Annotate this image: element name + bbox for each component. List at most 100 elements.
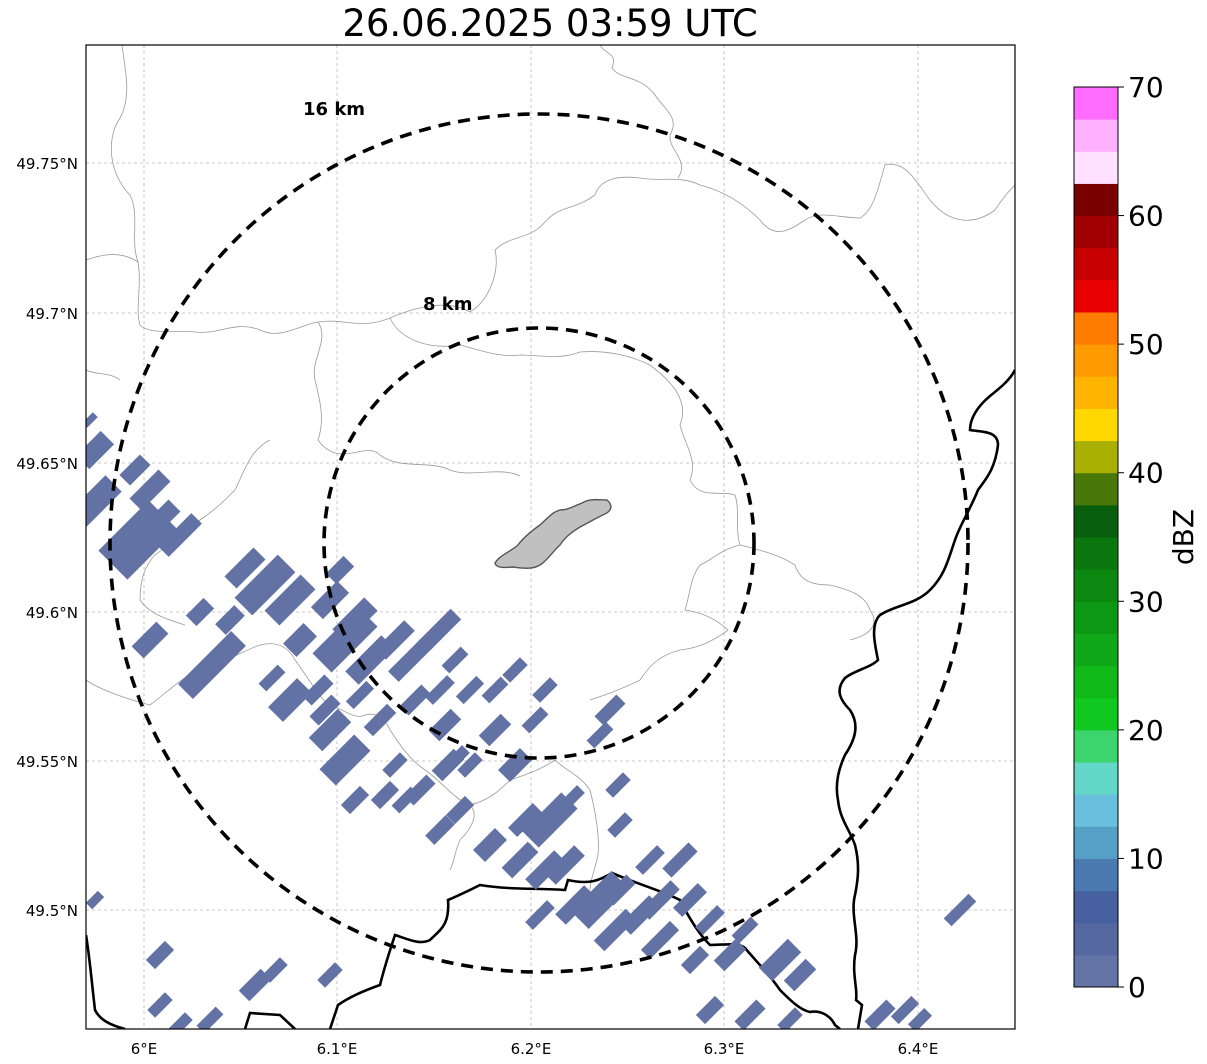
map-title: 26.06.2025 03:59 UTC xyxy=(342,2,758,45)
colorbar-tick-label: 0 xyxy=(1128,971,1146,1004)
colorbar: 0 10 20 30 40 50 60 70 dBZ xyxy=(1073,71,1200,1004)
radar-echo-cell xyxy=(555,885,595,925)
radar-echo-cell xyxy=(196,1006,224,1029)
radar-echo-cell xyxy=(425,675,455,705)
lat-tick-label: 49.5°N xyxy=(26,902,78,920)
radar-echo-cell xyxy=(445,795,475,825)
colorbar-tick-label: 70 xyxy=(1128,71,1164,104)
radar-echo-cell xyxy=(545,845,585,885)
radar-echo-cell xyxy=(473,828,507,862)
lat-tick-label: 49.75°N xyxy=(16,155,78,173)
lon-tick-label: 6.1°E xyxy=(317,1040,358,1058)
radar-echo-cell xyxy=(943,893,977,927)
range-ring-8km xyxy=(322,326,756,760)
colorbar-segment xyxy=(1074,569,1118,602)
radar-echo-cell xyxy=(258,664,286,692)
radar-echo-cell xyxy=(571,871,629,929)
radar-echo-cell xyxy=(340,785,370,815)
range-ring-16km xyxy=(108,112,970,974)
radar-echo-cell xyxy=(605,772,631,798)
radar-echo-cell xyxy=(391,786,419,814)
radar-echo-cell xyxy=(370,780,400,810)
colorbar-tick-label: 20 xyxy=(1128,714,1164,747)
radar-echo-cell xyxy=(673,883,707,917)
radar-echo-cell xyxy=(864,999,896,1029)
radar-echo-cell xyxy=(498,748,532,782)
radar-echo-cell xyxy=(147,992,173,1018)
radar-echo-cell xyxy=(139,499,181,541)
radar-echo-cell xyxy=(234,554,296,616)
radar-echo-cell xyxy=(86,890,105,910)
colorbar-segment xyxy=(1074,922,1118,956)
colorbar-segment xyxy=(1074,279,1118,313)
radar-echo-cell xyxy=(185,597,215,627)
colorbar-tick-label: 60 xyxy=(1128,200,1164,233)
colorbar-segment xyxy=(1074,504,1118,538)
radar-echo-cell xyxy=(418,608,462,652)
radar-echo-cell xyxy=(635,845,665,875)
colorbar-segment xyxy=(1074,537,1118,570)
admin-boundaries xyxy=(86,45,1015,891)
colorbar-segment xyxy=(1074,826,1118,859)
lat-axis: 49.75°N 49.7°N 49.65°N 49.6°N 49.55°N 49… xyxy=(16,155,78,920)
radar-echo-cell xyxy=(129,469,171,511)
colorbar-segment xyxy=(1074,890,1118,924)
radar-echo-cell xyxy=(375,620,415,660)
lat-tick-label: 49.55°N xyxy=(16,753,78,771)
radar-echo-cell xyxy=(158,513,202,557)
radar-echo-cell xyxy=(224,547,266,589)
ring-label-8km: 8 km xyxy=(423,294,473,315)
radar-echo-cell xyxy=(264,574,316,626)
radar-echo-cell xyxy=(594,694,626,726)
radar-echo-cell xyxy=(310,580,350,620)
radar-echo-cell xyxy=(215,605,245,635)
radar-echo-cell xyxy=(481,676,509,704)
radar-echo-cell xyxy=(268,678,312,722)
colorbar-segment xyxy=(1074,762,1118,795)
colorbar-segment xyxy=(1074,344,1118,377)
colorbar-segment xyxy=(1074,729,1118,763)
radar-echo-cell xyxy=(363,703,397,737)
radar-echo-cell xyxy=(178,631,246,699)
radar-echo-cell xyxy=(425,815,455,845)
colorbar-segment xyxy=(1074,247,1118,281)
radar-echo-cell xyxy=(86,412,98,428)
colorbar-segment xyxy=(1074,215,1118,249)
radar-echo-cell xyxy=(262,957,288,983)
radar-echo-cell xyxy=(308,708,352,752)
radar-echo-cell xyxy=(440,745,470,775)
radar-echo-cell xyxy=(907,1007,933,1029)
radar-echo-cell xyxy=(713,938,747,972)
lon-tick-label: 6°E xyxy=(131,1040,158,1058)
colorbar-segment xyxy=(1074,183,1118,217)
colorbar-frame xyxy=(1073,86,1119,988)
radar-echo-cell xyxy=(640,920,680,960)
radar-echo-cell xyxy=(309,694,341,726)
radar-echo-cell xyxy=(457,752,483,778)
radar-echo-cell xyxy=(119,454,151,486)
colorbar-segment xyxy=(1074,376,1118,409)
radar-echo-cell xyxy=(345,680,375,710)
radar-echo-cell xyxy=(758,938,802,982)
radar-echo-cell xyxy=(502,657,528,683)
colorbar-segment xyxy=(1074,697,1118,731)
radar-echo-cell xyxy=(662,842,698,878)
colorbar-segment xyxy=(1074,151,1118,184)
colorbar-segment xyxy=(1074,440,1118,474)
radar-echo-cell xyxy=(455,675,485,705)
radar-echo-cell xyxy=(167,1012,193,1029)
radar-echo-cell xyxy=(783,958,817,992)
radar-echo-cell xyxy=(382,752,408,778)
lon-tick-label: 6.2°E xyxy=(511,1040,552,1058)
radar-echo-cell xyxy=(131,621,169,659)
radar-echo-cell xyxy=(586,721,614,749)
radar-echo-cell xyxy=(640,880,680,920)
lon-tick-label: 6.4°E xyxy=(898,1040,939,1058)
radar-echo-cell xyxy=(607,812,633,838)
national-border xyxy=(86,369,1015,1029)
radar-echo-cell xyxy=(317,962,343,988)
colorbar-segment xyxy=(1074,665,1118,699)
colorbar-segment xyxy=(1074,633,1118,667)
colorbar-tick-label: 30 xyxy=(1128,585,1164,618)
radar-echo-cell xyxy=(890,995,920,1025)
